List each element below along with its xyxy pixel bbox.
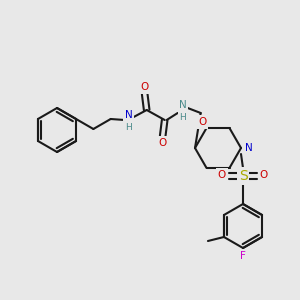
Text: F: F [240, 251, 246, 261]
Text: H: H [125, 122, 132, 131]
Text: N: N [245, 143, 253, 153]
Text: N: N [179, 100, 187, 110]
Text: N: N [125, 110, 133, 120]
Text: H: H [179, 112, 186, 122]
Text: O: O [218, 170, 226, 180]
Text: S: S [238, 169, 247, 183]
Text: O: O [198, 117, 207, 127]
Text: O: O [141, 82, 149, 92]
Text: O: O [260, 170, 268, 180]
Text: O: O [159, 138, 167, 148]
